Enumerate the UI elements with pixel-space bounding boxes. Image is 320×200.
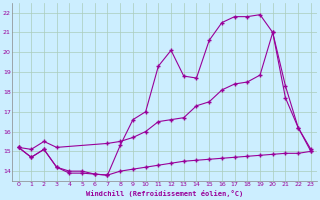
X-axis label: Windchill (Refroidissement éolien,°C): Windchill (Refroidissement éolien,°C) — [86, 190, 243, 197]
